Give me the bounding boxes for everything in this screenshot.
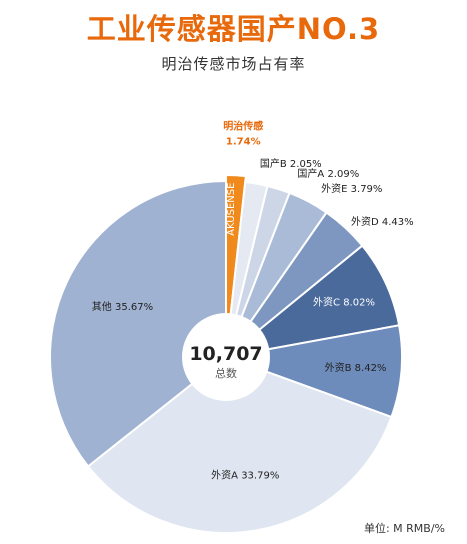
highlight-value-label: 1.74%: [226, 136, 261, 147]
center-hole: [182, 313, 270, 401]
slice-label-7: 外资A 33.79%: [211, 469, 279, 481]
pie-slices: [49, 173, 403, 534]
slice-label-8: 其他 35.67%: [92, 300, 153, 313]
unit-note: 单位: M RMB/%: [363, 522, 445, 535]
slice-brand-text: AKUSENSE: [226, 183, 237, 236]
slice-label-2: 国产A 2.09%: [297, 167, 359, 180]
center-total: 10,707: [189, 343, 262, 365]
chart-title: 工业传感器国产NO.3: [86, 12, 381, 46]
slice-label-6: 外资B 8.42%: [325, 362, 387, 374]
slice-label-1: 国产B 2.05%: [260, 157, 322, 170]
slice-label-3: 外资E 3.79%: [321, 183, 382, 195]
slice-6: [222, 324, 403, 419]
slice-label-5: 外资C 8.02%: [313, 296, 375, 308]
slice-7: [86, 355, 393, 534]
pie-labels: AKUSENSE 明治传感 1.74% 国产B 2.05%国产A 2.09% 外资E 3…: [92, 119, 414, 481]
chart-subtitle: 明治传感市场占有率: [161, 55, 306, 73]
highlight-name-label: 明治传感: [223, 119, 263, 132]
slice-label-4: 外资D 4.43%: [351, 216, 414, 228]
center-label: 总数: [215, 366, 237, 380]
slice-5: [225, 244, 401, 358]
slice-8: [49, 179, 227, 468]
